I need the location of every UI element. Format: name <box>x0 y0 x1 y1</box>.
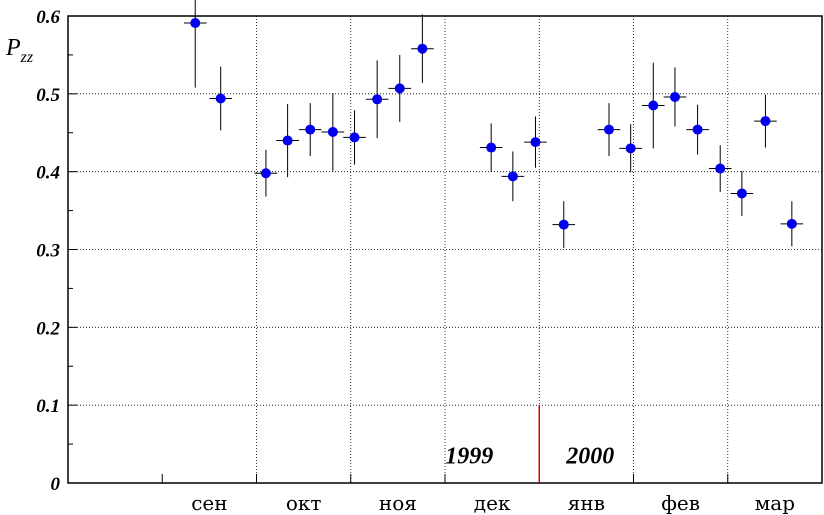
data-point-marker <box>215 93 226 104</box>
data-point-marker <box>786 218 797 229</box>
data-point-marker <box>327 126 338 137</box>
y-axis-label: Pzz <box>5 35 34 66</box>
data-point-marker <box>190 18 201 29</box>
data-points <box>183 0 804 248</box>
y-axis-ticks: 0 0.1 0.2 0.3 0.4 0.5 0.6 <box>36 7 77 495</box>
data-point-marker <box>648 100 659 111</box>
data-point-marker <box>349 132 360 143</box>
x-category-label: сен <box>191 491 227 515</box>
data-point-marker <box>760 116 771 127</box>
data-point-marker <box>417 43 428 54</box>
year-2000-label: 2000 <box>565 444 614 470</box>
y-tick-label: 0.5 <box>36 85 60 106</box>
data-point-marker <box>736 188 747 199</box>
data-point-marker <box>715 163 726 174</box>
x-category-label: фев <box>661 491 700 515</box>
data-point-marker <box>372 94 383 105</box>
x-category-label: янв <box>568 491 605 515</box>
x-category-label: дек <box>474 491 511 515</box>
year-1999-label: 1999 <box>445 444 493 470</box>
y-axis-label-main: P <box>5 35 21 61</box>
data-point-marker <box>692 124 703 135</box>
y-tick-label: 0.4 <box>36 163 60 184</box>
data-point-marker <box>603 124 614 135</box>
data-point-marker <box>260 168 271 179</box>
x-category-label: окт <box>286 491 322 515</box>
data-point-marker <box>530 137 541 148</box>
y-tick-label: 0.6 <box>36 7 60 28</box>
x-category-label: мар <box>755 491 795 515</box>
data-point-marker <box>507 171 518 182</box>
data-point-marker <box>669 91 680 102</box>
data-point-marker <box>558 219 569 230</box>
data-point-marker <box>486 142 497 153</box>
data-point-marker <box>305 124 316 135</box>
y-tick-label: 0 <box>51 474 61 495</box>
y-tick-label: 0.3 <box>36 241 60 262</box>
y-tick-label: 0.1 <box>36 396 60 417</box>
data-point-marker <box>625 143 636 154</box>
data-point-marker <box>282 135 293 146</box>
grid-lines <box>68 16 822 483</box>
y-tick-label: 0.2 <box>36 318 60 339</box>
data-point-marker <box>394 83 405 94</box>
y-axis-label-subscript: zz <box>20 49 34 66</box>
x-axis-categories: сен окт ноя дек янв фев мар <box>191 491 795 515</box>
x-category-label: ноя <box>379 491 417 515</box>
